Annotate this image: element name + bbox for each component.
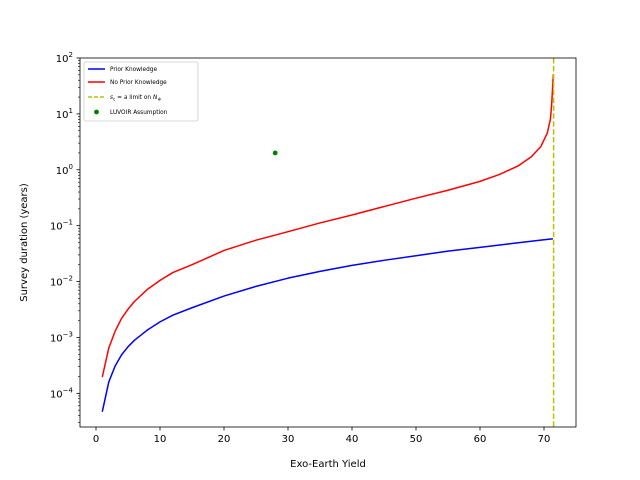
y-axis-title: Survey duration (years): [19, 183, 30, 302]
x-axis: 0 10 20 30 40 50 60 70: [93, 427, 551, 445]
x-tick-label-50: 50: [410, 434, 423, 445]
legend: Prior Knowledge No Prior Knowledge sc = …: [83, 61, 199, 122]
series-point-3-0: [272, 150, 278, 156]
series-line-0: [101, 238, 554, 412]
x-tick-label-10: 10: [154, 434, 167, 445]
x-tick-label-30: 30: [282, 434, 295, 445]
series-layer: [101, 58, 555, 427]
y-tick-label-5: 101: [56, 107, 73, 121]
series-line-1: [101, 74, 555, 378]
y-tick-label-1: 10−3: [50, 330, 73, 344]
legend-prior-knowledge-label: Prior Knowledge: [110, 67, 157, 73]
y-axis: 10−4 10−3 10−2 10−1 100 101 102: [50, 51, 80, 423]
x-axis-title: Exo-Earth Yield: [290, 459, 366, 470]
y-tick-label-2: 10−2: [50, 275, 73, 289]
legend-box: [83, 61, 199, 122]
x-tick-label-60: 60: [474, 434, 487, 445]
y-tick-label-3: 10−1: [50, 219, 73, 233]
x-tick-label-20: 20: [218, 434, 231, 445]
legend-luvoir-label: LUVOIR Assumption: [110, 110, 168, 116]
y-tick-label-4: 100: [56, 163, 73, 177]
x-tick-label-0: 0: [93, 434, 99, 445]
legend-luvoir-swatch: [94, 109, 99, 115]
x-tick-label-70: 70: [538, 434, 551, 445]
y-tick-label-6: 102: [56, 51, 73, 65]
x-tick-label-40: 40: [346, 434, 359, 445]
legend-no-prior-knowledge-label: No Prior Knowledge: [110, 80, 167, 86]
legend-sc-limit-label: sc = a limit on N⊕: [110, 95, 161, 102]
y-tick-label-0: 10−4: [50, 386, 74, 400]
